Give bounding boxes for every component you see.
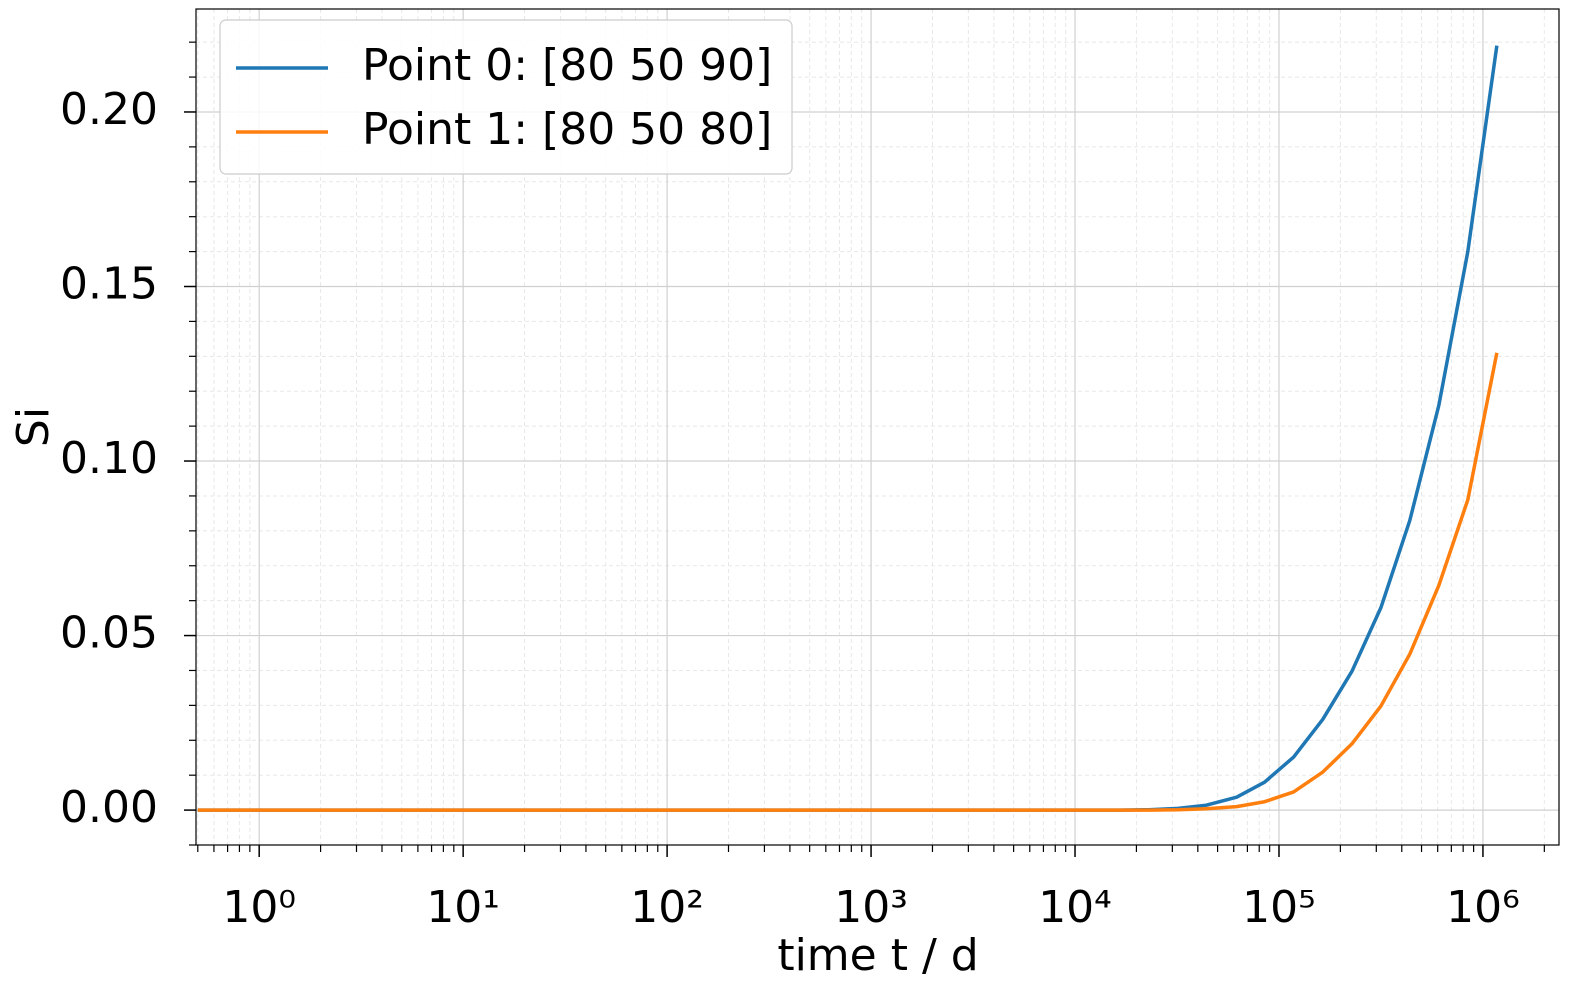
x-tick-label: 10⁵ xyxy=(1242,882,1316,933)
legend: Point 0: [80 50 90] Point 1: [80 50 80] xyxy=(219,19,793,175)
y-tick-label: 0.00 xyxy=(60,782,158,833)
legend-box xyxy=(219,19,793,175)
x-tick-label: 10² xyxy=(630,882,704,933)
x-tick-label: 10⁶ xyxy=(1446,882,1520,933)
plot-lines xyxy=(197,45,1499,812)
x-axis-label: time t / d xyxy=(777,930,978,981)
y-tick-label: 0.10 xyxy=(60,433,158,484)
y-tick-label: 0.05 xyxy=(60,608,158,659)
x-tick-label: 10⁰ xyxy=(222,882,296,933)
x-tick-label: 10⁴ xyxy=(1038,882,1112,933)
axes: 10⁰ 10¹ 10² 10³ 10⁴ 10⁵ 10⁶ 0.00 0.05 0.10 0.15 0.2… xyxy=(60,41,1545,933)
legend-label: Point 0: [80 50 90] xyxy=(362,40,772,91)
y-axis-label: Si xyxy=(8,407,59,447)
y-tick-label: 0.15 xyxy=(60,259,158,310)
series-line xyxy=(197,352,1499,812)
grid xyxy=(196,9,1559,846)
y-tick-label: 0.20 xyxy=(60,84,158,135)
x-tick-label: 10¹ xyxy=(426,882,500,933)
plot-frame xyxy=(195,8,1560,846)
x-tick-label: 10³ xyxy=(834,882,908,933)
legend-label: Point 1: [80 50 80] xyxy=(362,104,772,155)
